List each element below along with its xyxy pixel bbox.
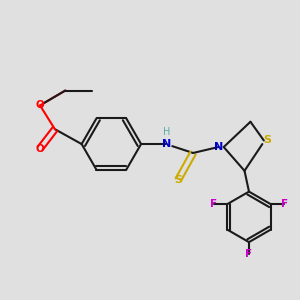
Text: N: N <box>214 142 223 152</box>
Text: O: O <box>36 143 44 154</box>
Text: S: S <box>174 175 182 185</box>
Text: N: N <box>162 139 171 149</box>
Text: S: S <box>264 136 272 146</box>
Text: O: O <box>36 100 44 110</box>
Text: F: F <box>210 199 217 209</box>
Text: F: F <box>245 249 253 259</box>
Text: F: F <box>281 199 288 209</box>
Text: H: H <box>163 127 170 137</box>
